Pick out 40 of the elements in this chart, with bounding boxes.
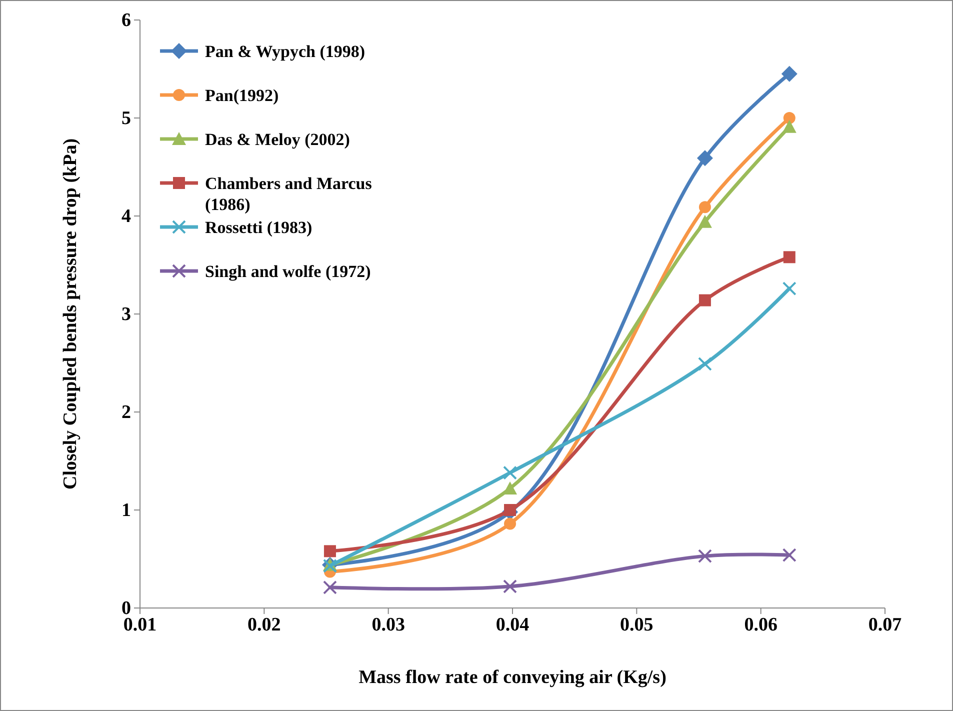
point bbox=[503, 481, 518, 494]
x-tick-label: 0.05 bbox=[620, 614, 654, 636]
x-tick-label: 0.07 bbox=[868, 614, 902, 636]
x-tick-label: 0.06 bbox=[744, 614, 778, 636]
point bbox=[782, 282, 796, 296]
x-tick-label: 0.03 bbox=[372, 614, 405, 636]
point bbox=[698, 356, 712, 371]
x-tick-label: 0.02 bbox=[248, 614, 281, 636]
y-tick-label: 5 bbox=[122, 108, 131, 130]
legend-label: Chambers and Marcus (1986) bbox=[205, 174, 372, 214]
x-tick-label: 0.01 bbox=[123, 614, 157, 636]
point bbox=[503, 579, 518, 594]
point bbox=[783, 112, 796, 124]
point bbox=[782, 548, 796, 562]
legend-label: Singh and wolfe (1972) bbox=[205, 262, 371, 281]
y-tick-label: 4 bbox=[122, 206, 132, 228]
point bbox=[698, 201, 711, 214]
point bbox=[504, 518, 516, 530]
legend-label: Das & Meloy (2002) bbox=[205, 130, 350, 149]
point bbox=[782, 120, 796, 133]
legend-label: Pan & Wypych (1998) bbox=[205, 42, 366, 61]
legend-label: Pan(1992) bbox=[205, 86, 279, 105]
point bbox=[781, 66, 798, 82]
point bbox=[503, 466, 518, 480]
y-tick-label: 3 bbox=[122, 304, 131, 326]
point bbox=[322, 580, 337, 594]
point bbox=[698, 549, 712, 564]
legend-label: Rossetti (1983) bbox=[205, 218, 312, 237]
y-tick-label: 6 bbox=[122, 10, 131, 32]
point bbox=[504, 504, 516, 516]
point bbox=[696, 150, 713, 166]
point bbox=[324, 545, 336, 558]
point bbox=[698, 294, 711, 306]
x-tick-label: 0.04 bbox=[496, 614, 530, 636]
y-tick-label: 2 bbox=[122, 402, 131, 424]
y-axis-title: Closely Coupled bends pressure drop (kPa) bbox=[60, 138, 81, 490]
y-tick-label: 1 bbox=[122, 500, 131, 522]
point bbox=[698, 214, 712, 228]
x-axis-title: Mass flow rate of conveying air (Kg/s) bbox=[358, 667, 666, 688]
point bbox=[783, 251, 796, 264]
